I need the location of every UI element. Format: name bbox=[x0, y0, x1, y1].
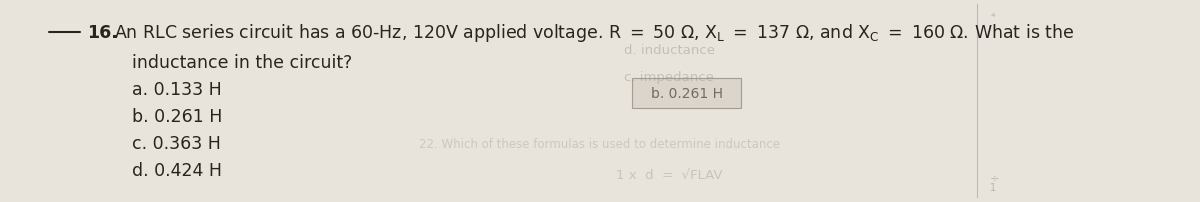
Text: ÷: ÷ bbox=[990, 172, 1000, 182]
Text: An RLC series circuit has a 60-Hz, 120V applied voltage. R $=$ 50 $\Omega$, X$_\: An RLC series circuit has a 60-Hz, 120V … bbox=[114, 22, 1074, 44]
Text: c. impedance: c. impedance bbox=[624, 70, 714, 83]
FancyBboxPatch shape bbox=[632, 79, 742, 108]
Text: b. 0.261 H: b. 0.261 H bbox=[132, 107, 222, 125]
Text: inductance in the circuit?: inductance in the circuit? bbox=[132, 54, 353, 72]
Text: a. 0.133 H: a. 0.133 H bbox=[132, 81, 222, 99]
Text: d. inductance: d. inductance bbox=[624, 44, 715, 57]
Text: c. 0.363 H: c. 0.363 H bbox=[132, 134, 221, 152]
Text: 16.: 16. bbox=[88, 24, 118, 42]
Text: ⁴: ⁴ bbox=[990, 13, 995, 23]
Text: d. 0.424 H: d. 0.424 H bbox=[132, 161, 222, 179]
Text: 1: 1 bbox=[990, 182, 996, 192]
Text: 22. Which of these formulas is used to determine inductance: 22. Which of these formulas is used to d… bbox=[419, 137, 780, 150]
Text: 1 x  d  =  √FLAV: 1 x d = √FLAV bbox=[616, 168, 722, 181]
Text: b. 0.261 H: b. 0.261 H bbox=[650, 87, 722, 101]
